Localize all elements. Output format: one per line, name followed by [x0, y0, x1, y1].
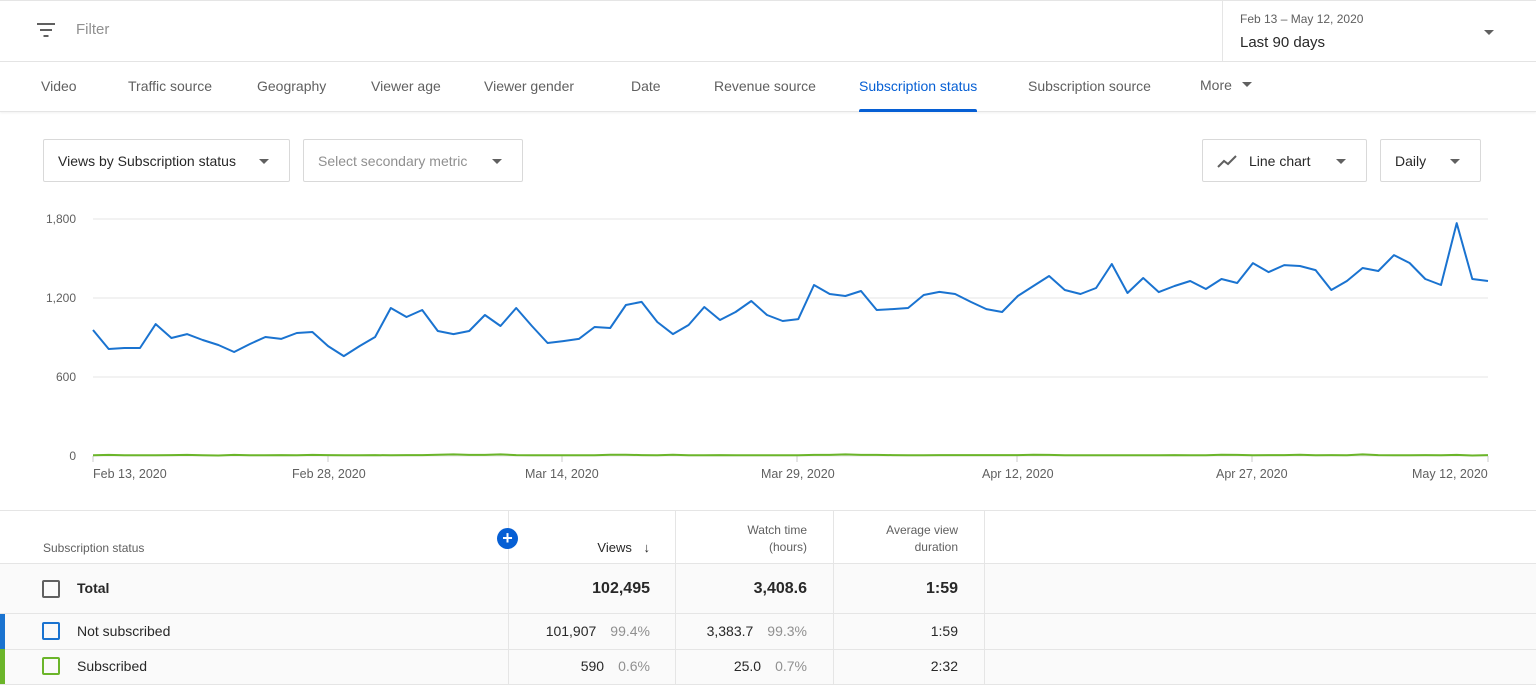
x-tick-label: Feb 28, 2020	[292, 467, 366, 481]
row-label: Subscribed	[77, 658, 148, 674]
interval-dropdown[interactable]: Daily	[1380, 139, 1481, 182]
primary-metric-dropdown[interactable]: Views by Subscription status	[43, 139, 290, 182]
dimension-tabs: Video Traffic source Geography Viewer ag…	[0, 62, 1536, 112]
top-bar: Filter Feb 13 – May 12, 2020 Last 90 day…	[0, 0, 1536, 62]
filter-input[interactable]: Filter	[36, 21, 109, 38]
row-avg-duration: 2:32	[930, 658, 958, 674]
tab-subscription-source[interactable]: Subscription source	[1028, 78, 1151, 94]
divider	[508, 511, 509, 685]
total-views: 102,495	[592, 580, 650, 597]
watch-time-value: 25.0	[733, 658, 762, 674]
line-chart-icon	[1217, 154, 1237, 168]
y-tick-label: 1,800	[45, 212, 76, 226]
chevron-down-icon	[259, 159, 269, 164]
dimension-header: Subscription status	[43, 541, 145, 555]
chart-plot-area	[92, 218, 1489, 462]
total-watch-time: 3,408.6	[753, 580, 807, 597]
watch-time-value: 3,383.7	[706, 623, 754, 639]
y-tick-label: 600	[55, 370, 76, 384]
avg-duration-column-header[interactable]: Average view duration	[886, 522, 958, 556]
row-watch-time: 3,383.7 99.3%	[707, 623, 807, 639]
y-tick-label: 0	[69, 449, 76, 463]
chart-type-label: Line chart	[1249, 152, 1311, 169]
row-views: 590 0.6%	[581, 658, 650, 674]
x-tick-label: Apr 27, 2020	[1216, 467, 1288, 481]
subscribed-checkbox[interactable]	[42, 657, 60, 675]
tab-viewer-gender[interactable]: Viewer gender	[484, 78, 575, 94]
x-tick-label: Mar 29, 2020	[761, 467, 835, 481]
data-table: Subscription status + Views ↓ Watch time…	[0, 510, 1536, 685]
y-tick-label: 1,200	[45, 291, 76, 305]
row-watch-time: 25.0 0.7%	[734, 658, 807, 674]
watch-time-header-line1: Watch time	[747, 523, 807, 537]
not-subscribed-checkbox[interactable]	[42, 622, 60, 640]
tab-viewer-age[interactable]: Viewer age	[371, 78, 441, 94]
total-row-bg	[0, 564, 1536, 614]
divider	[0, 684, 1536, 685]
x-tick-label: Mar 14, 2020	[525, 467, 599, 481]
views-value: 101,907	[545, 623, 597, 639]
date-range-selector[interactable]: Feb 13 – May 12, 2020 Last 90 days	[1222, 1, 1536, 62]
date-range-label: Last 90 days	[1240, 34, 1326, 51]
tab-date[interactable]: Date	[631, 78, 661, 94]
views-percent: 0.6%	[618, 658, 650, 674]
tab-subscription-status[interactable]: Subscription status	[859, 62, 978, 112]
total-label: Total	[77, 580, 110, 596]
views-column-header[interactable]: Views ↓	[597, 539, 650, 556]
divider	[0, 613, 1536, 614]
views-header-label: Views	[597, 540, 632, 555]
x-tick-label: Feb 13, 2020	[93, 467, 167, 481]
date-range-dates: Feb 13 – May 12, 2020	[1240, 12, 1364, 26]
divider	[0, 563, 1536, 564]
primary-metric-label: Views by Subscription status	[58, 152, 236, 169]
x-tick-label: May 12, 2020	[1412, 467, 1488, 481]
divider	[0, 649, 1536, 650]
add-metric-button[interactable]: +	[497, 528, 518, 549]
watch-time-header-line2: (hours)	[768, 540, 807, 554]
views-percent: 99.4%	[610, 623, 650, 639]
row-label: Not subscribed	[77, 623, 171, 639]
views-value: 590	[580, 658, 605, 674]
tab-geography[interactable]: Geography	[257, 78, 327, 94]
watch-time-percent: 99.3%	[767, 623, 807, 639]
series-line-not-subscribed	[92, 222, 1489, 358]
line-chart[interactable]: 1,800 1,200 600 0 Feb 13, 2020 Feb 28, 2…	[0, 200, 1536, 500]
total-checkbox[interactable]	[42, 580, 60, 598]
tab-more[interactable]: More	[1200, 61, 1252, 111]
divider	[675, 511, 676, 685]
chevron-down-icon	[1241, 81, 1252, 87]
chevron-down-icon	[492, 159, 502, 164]
divider	[984, 511, 985, 685]
watch-time-percent: 0.7%	[775, 658, 807, 674]
total-avg-duration: 1:59	[925, 580, 958, 597]
chevron-down-icon	[1336, 159, 1346, 164]
divider	[833, 511, 834, 685]
tab-revenue-source[interactable]: Revenue source	[714, 78, 816, 94]
chevron-down-icon	[1484, 30, 1494, 35]
avg-duration-header-line2: duration	[914, 540, 958, 554]
series-color-bar	[0, 649, 5, 684]
filter-placeholder: Filter	[76, 21, 110, 38]
series-line-subscribed	[92, 453, 1489, 457]
sort-down-arrow-icon: ↓	[643, 540, 651, 555]
tab-more-label: More	[1200, 77, 1232, 93]
row-views: 101,907 99.4%	[546, 623, 650, 639]
secondary-metric-label: Select secondary metric	[318, 152, 468, 169]
row-avg-duration: 1:59	[930, 623, 958, 639]
watch-time-column-header[interactable]: Watch time (hours)	[747, 522, 807, 556]
x-tick-label: Apr 12, 2020	[982, 467, 1054, 481]
tab-video[interactable]: Video	[41, 78, 77, 94]
chevron-down-icon	[1450, 159, 1460, 164]
interval-label: Daily	[1395, 152, 1427, 169]
series-color-bar	[0, 614, 5, 649]
secondary-metric-dropdown[interactable]: Select secondary metric	[303, 139, 523, 182]
chart-type-dropdown[interactable]: Line chart	[1202, 139, 1367, 182]
tab-traffic-source[interactable]: Traffic source	[128, 78, 213, 94]
filter-icon	[36, 22, 56, 37]
avg-duration-header-line1: Average view	[886, 523, 958, 537]
